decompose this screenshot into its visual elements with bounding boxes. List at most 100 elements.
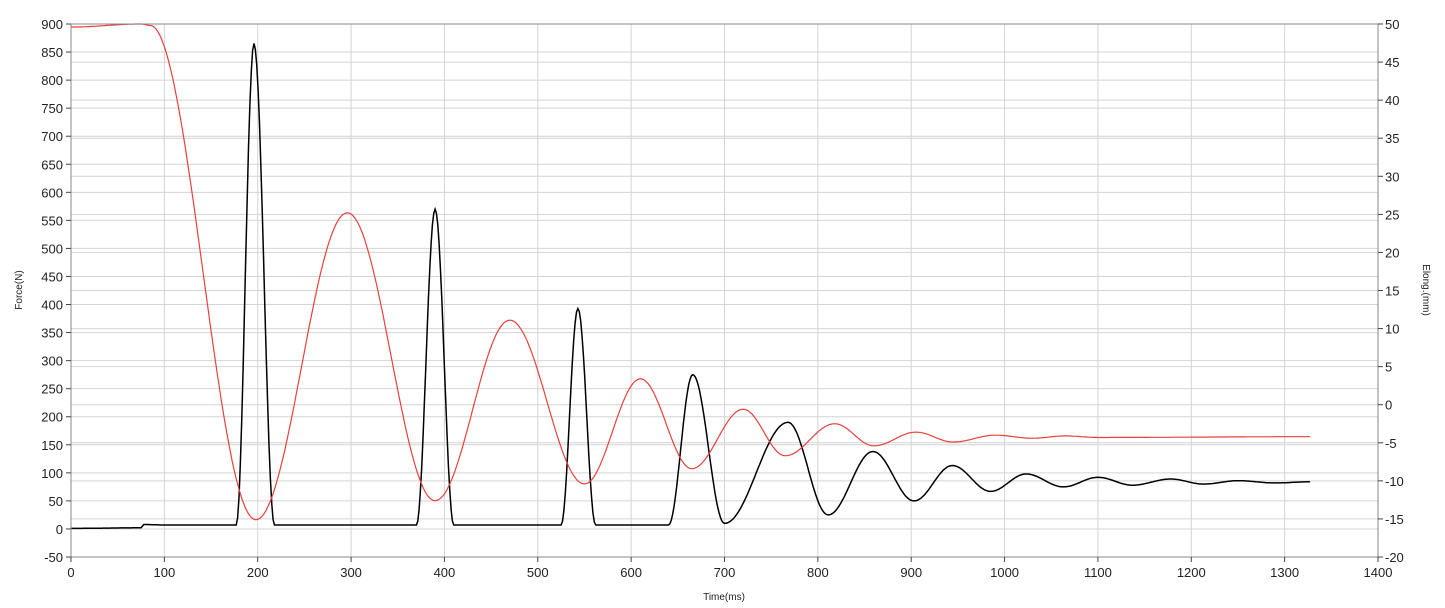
elongation-point	[583, 483, 585, 485]
y-tick-label: 350	[41, 326, 63, 341]
y-tick-label: 850	[41, 45, 63, 60]
force-point	[253, 43, 255, 45]
force-point	[434, 208, 436, 210]
x-tick-label: 600	[620, 565, 642, 580]
force-point	[274, 524, 276, 526]
y-tick-label: 650	[41, 157, 63, 172]
force-point	[1237, 480, 1239, 482]
x-tick-label: 900	[900, 565, 922, 580]
x-tick-label: 400	[434, 565, 456, 580]
y-tick-label: 400	[41, 298, 63, 313]
force-point	[1131, 484, 1133, 486]
x-axis-label: Time(ms)	[703, 592, 745, 603]
force-point	[667, 524, 669, 526]
force-point	[415, 524, 417, 526]
y2-tick-label: -5	[1385, 436, 1397, 451]
force-point	[560, 524, 562, 526]
y2-tick-label: 45	[1385, 55, 1399, 70]
y-tick-label: 600	[41, 185, 63, 200]
y-tick-label: 150	[41, 438, 63, 453]
elongation-point	[1097, 436, 1099, 438]
force-point	[1202, 483, 1204, 485]
elongation-point	[994, 434, 996, 436]
elongation-point	[639, 378, 641, 380]
force-point	[595, 524, 597, 526]
force-point	[235, 524, 237, 526]
y-tick-label: 750	[41, 101, 63, 116]
x-tick-label: 800	[807, 565, 829, 580]
y2-axis-label: Elong.(mm)	[1420, 264, 1431, 316]
y2-tick-label: -20	[1385, 550, 1404, 565]
y-tick-label: 550	[41, 213, 63, 228]
x-tick-label: 1400	[1364, 565, 1393, 580]
elongation-point	[915, 431, 917, 433]
force-point	[1274, 482, 1276, 484]
series-layer	[70, 23, 1311, 530]
x-tick-label: 1100	[1084, 565, 1112, 580]
y2-tick-label: 10	[1385, 322, 1399, 337]
y2-tick-label: 30	[1385, 169, 1399, 184]
elongation-point	[149, 25, 151, 27]
force-point	[1025, 473, 1027, 475]
elongation-point	[742, 408, 744, 410]
force-point	[872, 451, 874, 453]
y2-tick-label: -15	[1385, 512, 1404, 527]
force-point	[1309, 481, 1311, 483]
y-tick-label: 100	[41, 466, 63, 481]
y-tick-label: 0	[56, 522, 63, 537]
elongation-point	[346, 212, 348, 214]
elongation-point	[509, 319, 511, 321]
y2-tick-label: 0	[1385, 398, 1392, 413]
x-tick-label: 1300	[1270, 565, 1299, 580]
force-point	[163, 524, 165, 526]
force-point	[140, 527, 142, 529]
y-tick-label: 900	[41, 17, 63, 32]
y2-tick-label: 20	[1385, 245, 1399, 260]
x-tick-label: 500	[527, 565, 549, 580]
elongation-point	[255, 519, 257, 521]
elongation-series-line	[71, 23, 1310, 521]
elongation-point	[952, 441, 954, 443]
y-tick-label: 50	[49, 494, 63, 509]
grid	[70, 23, 1379, 558]
y2-tick-label: -10	[1385, 474, 1404, 489]
ticks: 0 100 200 300 400 500 600 700 800 900 1000 1100 1200…	[41, 17, 1404, 580]
y-tick-label: 250	[41, 382, 63, 397]
x-tick-label: 100	[154, 565, 176, 580]
elongation-point	[784, 455, 786, 457]
y2-tick-label: 50	[1385, 17, 1399, 32]
y2-tick-label: 40	[1385, 93, 1399, 108]
force-point	[453, 524, 455, 526]
force-point	[1170, 478, 1172, 480]
force-point	[143, 523, 145, 525]
force-point	[724, 522, 725, 524]
x-tick-label: 300	[340, 565, 362, 580]
y-tick-label: 800	[41, 73, 63, 88]
y-axis-label: Force(N)	[14, 270, 25, 309]
y-tick-label: -50	[44, 550, 63, 565]
x-tick-label: 700	[714, 565, 736, 580]
force-point	[692, 374, 694, 376]
elongation-point	[834, 423, 836, 425]
elongation-point	[1309, 436, 1311, 438]
force-point	[1097, 476, 1099, 478]
y2-tick-label: 25	[1385, 207, 1399, 222]
force-point	[951, 465, 953, 467]
x-tick-label: 1000	[990, 565, 1019, 580]
y-tick-label: 500	[41, 241, 63, 256]
force-point	[577, 307, 579, 309]
y2-tick-label: 35	[1385, 131, 1399, 146]
y2-tick-label: 5	[1385, 360, 1392, 375]
elongation-point	[434, 500, 436, 502]
elongation-point	[873, 445, 875, 447]
force-point	[1062, 486, 1064, 488]
x-tick-label: 200	[247, 565, 269, 580]
force-point	[990, 490, 992, 492]
y-tick-label: 200	[41, 410, 63, 425]
y-tick-label: 450	[41, 269, 63, 284]
elongation-point	[691, 468, 693, 470]
elongation-point	[1032, 437, 1034, 439]
x-tick-label: 0	[67, 565, 74, 580]
force-point	[913, 500, 915, 502]
